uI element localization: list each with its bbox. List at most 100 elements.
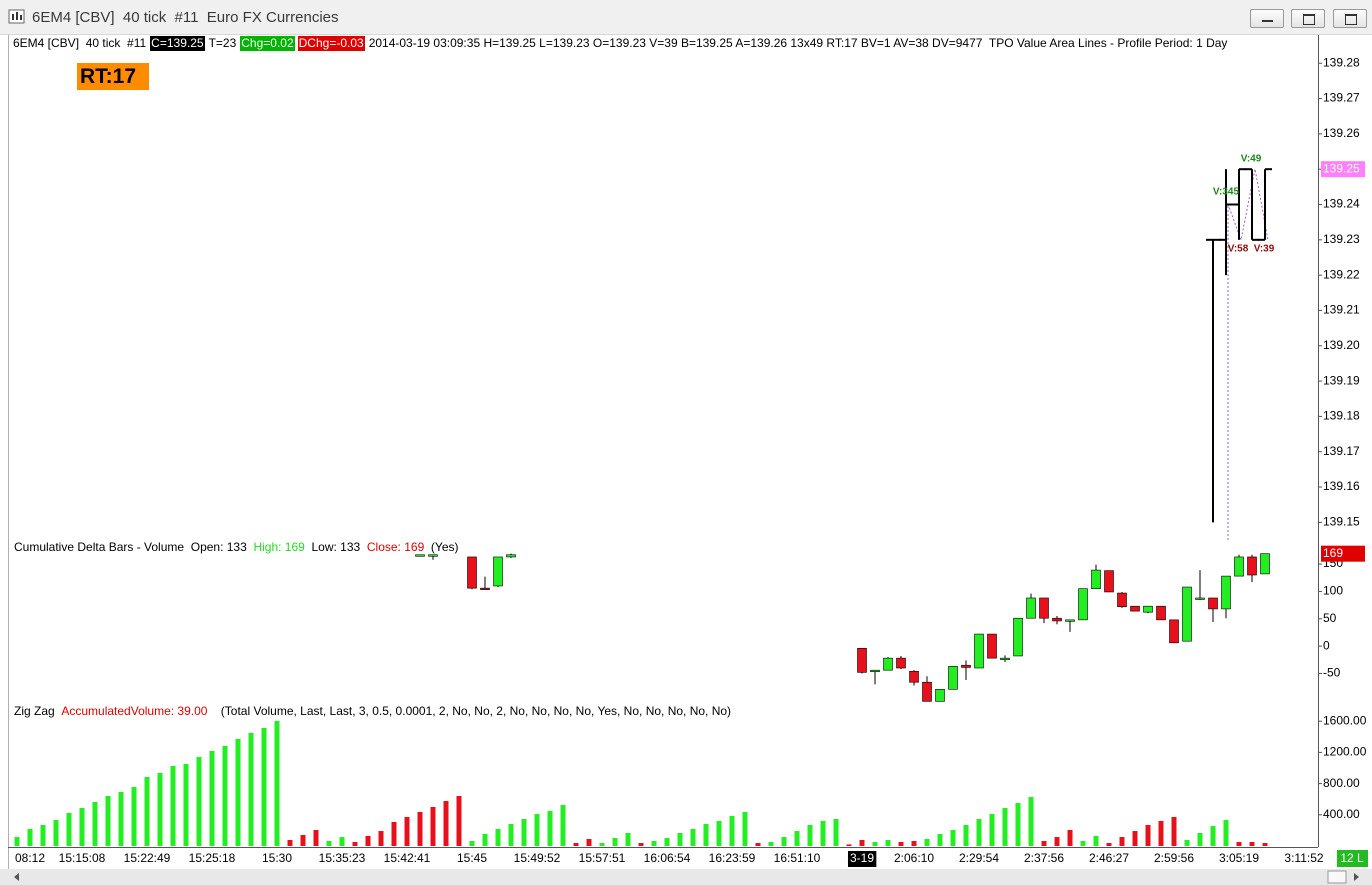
volume-bar xyxy=(313,830,319,846)
y-tick-label: 139.19 xyxy=(1323,373,1360,387)
x-tick-label: 16:06:54 xyxy=(644,851,691,865)
legend-item: (Total Volume, Last, Last, 3, 0.5, 0.000… xyxy=(214,704,732,718)
volume-bar xyxy=(664,837,670,846)
y-tick-label: 1600.00 xyxy=(1323,713,1367,727)
last-value-label: 169 xyxy=(1323,546,1343,560)
volume-bar xyxy=(326,841,332,846)
candle-body xyxy=(1078,588,1088,621)
volume-bar xyxy=(560,804,566,846)
last-value-badge xyxy=(1321,161,1365,178)
plot-background xyxy=(8,35,1372,869)
x-tick-label: 15:35:23 xyxy=(319,851,366,865)
volume-bar xyxy=(599,843,605,846)
y-tick-label: 139.21 xyxy=(1323,303,1360,317)
restore-button[interactable] xyxy=(1291,9,1325,28)
volume-bar xyxy=(14,837,20,846)
volume-bar xyxy=(859,839,865,846)
volume-bar xyxy=(1145,825,1151,846)
candle-body xyxy=(1000,657,1010,660)
volume-bar xyxy=(846,844,852,846)
candle-body xyxy=(493,556,503,587)
time-label-group: 2:37:56 xyxy=(1024,851,1064,865)
date-marker xyxy=(847,851,877,867)
candle-body xyxy=(1130,605,1140,612)
scroll-right[interactable] xyxy=(1354,873,1359,881)
minimize-button[interactable] xyxy=(1250,9,1284,28)
close-button[interactable] xyxy=(1333,9,1367,28)
volume-bar xyxy=(1197,832,1203,846)
volume-bar xyxy=(1028,797,1034,846)
volume-bar xyxy=(703,824,709,846)
y-tick-label: 50 xyxy=(1323,611,1337,625)
scroll-thumb[interactable] xyxy=(1327,870,1347,884)
volume-bar xyxy=(911,841,917,846)
candle-body xyxy=(428,554,438,557)
zigzag-line xyxy=(1227,168,1269,540)
volume-bar xyxy=(222,745,228,846)
volume-bar xyxy=(196,756,202,846)
candle-body xyxy=(1221,575,1231,610)
volume-bar xyxy=(807,825,813,846)
time-label-group: 16:06:54 xyxy=(644,851,691,865)
time-label-group: 3-19 xyxy=(847,851,877,867)
time-label-group: 15:15:08 xyxy=(59,851,106,865)
volume-bar xyxy=(482,833,488,846)
volume-bar xyxy=(1132,831,1138,846)
time-label-group: 16:23:59 xyxy=(709,851,756,865)
header-item: C=139.25 xyxy=(150,36,205,51)
y-tick-label: -50 xyxy=(1323,666,1341,680)
candle-body xyxy=(870,669,880,672)
x-tick-label: 15:49:52 xyxy=(514,851,561,865)
volume-bar xyxy=(378,831,384,846)
candle-body xyxy=(1156,605,1166,621)
candle-body xyxy=(857,648,867,673)
app-icon xyxy=(8,9,25,24)
candle-body xyxy=(1260,553,1270,575)
volume-bar xyxy=(976,819,982,846)
x-tick-label: 3-19 xyxy=(850,851,874,865)
volume-bar xyxy=(677,832,683,846)
volume-bar xyxy=(417,811,423,846)
volume-bar xyxy=(742,811,748,846)
time-label-group: 15:25:18 xyxy=(189,851,236,865)
volume-bar xyxy=(274,720,280,846)
time-label-group: 15:45 xyxy=(457,851,487,865)
volume-bar xyxy=(833,819,839,846)
x-tick-label: 15:25:18 xyxy=(189,851,236,865)
time-label-group: 2:06:10 xyxy=(894,851,934,865)
zigzag-legend: Zig Zag AccumulatedVolume: 39.00 (Total … xyxy=(14,704,731,719)
candle-body xyxy=(1208,597,1218,610)
legend-item: High: 169 xyxy=(253,540,312,554)
legend-item: Zig Zag xyxy=(14,704,62,718)
candle-body xyxy=(1065,619,1075,622)
candle-body xyxy=(987,633,997,659)
scrollbar[interactable] xyxy=(0,869,1372,885)
volume-bar xyxy=(768,842,774,846)
candle-body xyxy=(1052,617,1062,622)
volume-bar xyxy=(1054,837,1060,846)
x-tick-label: 15:30 xyxy=(262,851,292,865)
header-item: Chg=0.02 xyxy=(240,36,295,51)
volume-annotation: V:39 xyxy=(1254,244,1275,255)
legend-item: AccumulatedVolume: 39.00 xyxy=(61,704,215,718)
legend-item: Cumulative Delta Bars - Volume Open: 133 xyxy=(14,540,254,554)
x-tick-label: 15:42:41 xyxy=(384,851,431,865)
volume-bar xyxy=(27,828,33,846)
volume-bar xyxy=(1158,820,1164,846)
y-tick-label: 139.20 xyxy=(1323,338,1360,352)
volume-bar xyxy=(1041,841,1047,846)
volume-bar xyxy=(1015,803,1021,846)
x-tick-label: 2:59:56 xyxy=(1154,851,1194,865)
x-tick-label: 2:46:27 xyxy=(1089,851,1129,865)
volume-bar xyxy=(365,836,371,846)
volume-bar xyxy=(1262,843,1268,846)
legend-item: Low: 133 xyxy=(311,540,367,554)
volume-annotation: V:49 xyxy=(1241,154,1262,165)
header-item: 6EM4 [CBV] 40 tick #11 xyxy=(13,36,147,50)
volume-bar xyxy=(989,814,995,846)
volume-bar xyxy=(898,842,904,846)
scroll-left[interactable] xyxy=(14,873,19,881)
volume-annotation: V:58 xyxy=(1228,244,1249,255)
volume-bar xyxy=(1236,842,1242,846)
